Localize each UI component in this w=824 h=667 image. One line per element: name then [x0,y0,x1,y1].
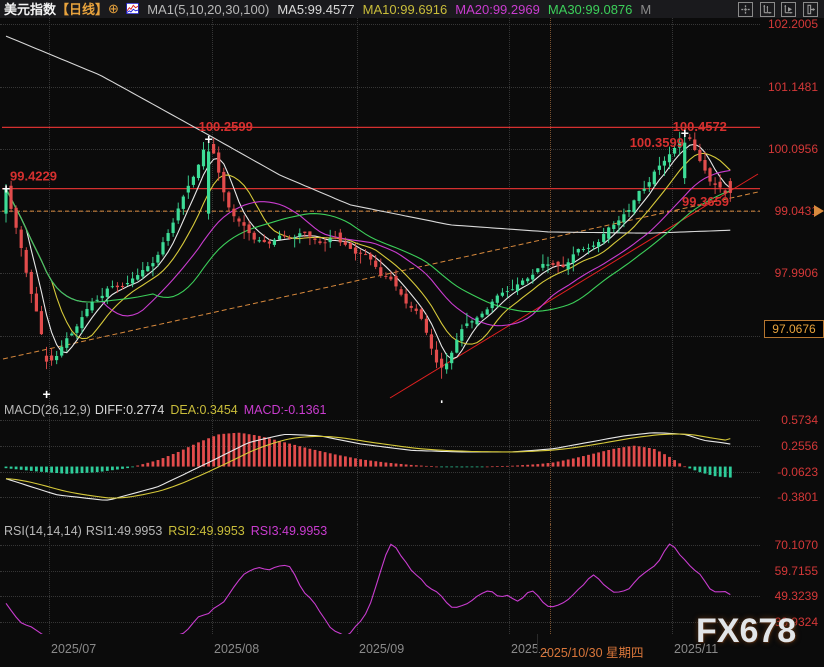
svg-text:+: + [43,386,51,402]
svg-text:+: + [681,125,689,141]
svg-text:+: + [438,396,446,403]
svg-text:99.3659: 99.3659 [682,194,729,209]
svg-text:99.4229: 99.4229 [10,169,57,184]
svg-text:100.3599: 100.3599 [630,135,684,150]
svg-text:+: + [205,131,213,147]
svg-text:+: + [2,181,10,197]
